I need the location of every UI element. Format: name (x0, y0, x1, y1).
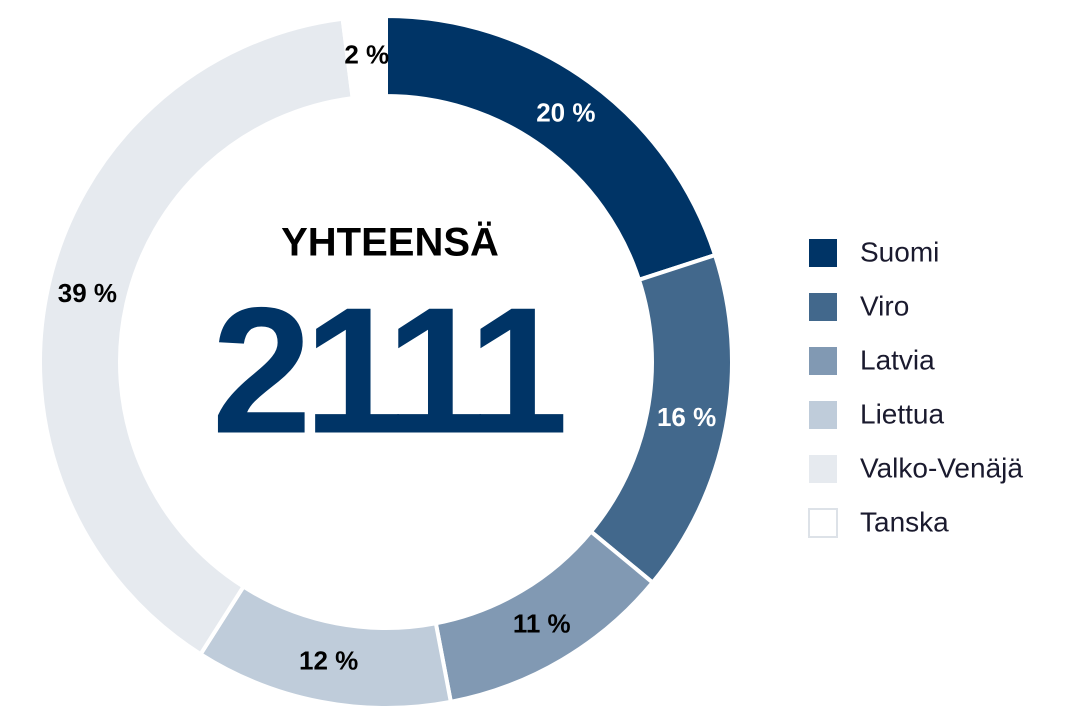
donut-segment (38, 16, 355, 657)
legend-label: Viro (860, 290, 909, 321)
data-label: 16 % (657, 402, 716, 432)
legend-swatch (809, 293, 837, 321)
data-label: 39 % (58, 278, 117, 308)
center-label: YHTEENSÄ (281, 221, 499, 265)
legend-swatch (809, 401, 837, 429)
data-label: 20 % (536, 97, 595, 127)
legend-label: Valko-Venäjä (860, 452, 1023, 483)
data-label: 11 % (513, 608, 571, 638)
data-label: 2 % (344, 39, 389, 69)
legend-label: Suomi (860, 236, 939, 267)
legend-label: Latvia (860, 344, 935, 375)
legend-swatch (809, 455, 837, 483)
data-label: 12 % (299, 645, 358, 675)
donut-segment (340, 13, 388, 101)
legend-swatch (809, 347, 837, 375)
legend-swatch (809, 239, 837, 267)
legend-swatch (808, 508, 838, 538)
legend-label: Liettua (860, 398, 944, 429)
legend-label: Tanska (860, 506, 949, 537)
total: 2111 (212, 271, 564, 472)
